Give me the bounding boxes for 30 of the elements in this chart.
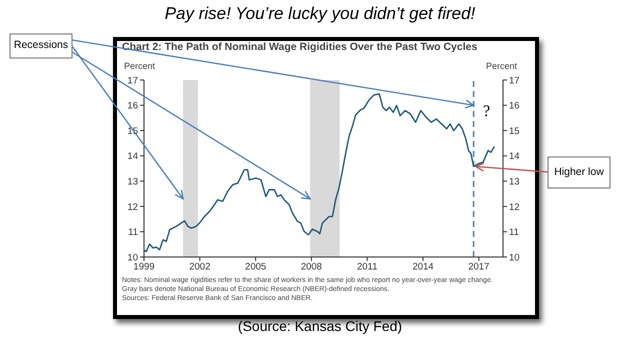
y-tick-label: 12 (127, 202, 138, 213)
text: (Source: Kansas City Fed) (236, 318, 404, 334)
y2-tick-label: 12 (509, 202, 520, 213)
x-tick-label: 2011 (356, 262, 378, 273)
y2-tick-label: 10 (509, 252, 520, 264)
y2-tick-label: 16 (509, 100, 520, 112)
annotation: ? (483, 103, 490, 121)
text: Recessions (12, 39, 70, 51)
y-tick-label: 14 (127, 151, 138, 162)
x-tick-label: 2017 (468, 262, 490, 273)
y-tick-label: 11 (128, 227, 138, 238)
y-tick-label: 17 (127, 75, 138, 86)
y2-tick-label: 17 (509, 75, 520, 86)
y2-tick-label: 11 (509, 227, 519, 238)
x-tick-label: 2002 (189, 262, 210, 273)
y2-axis-title: Percent (486, 61, 518, 71)
y-tick-label: 10 (127, 252, 138, 264)
y-axis-title: Percent (124, 61, 156, 71)
x-tick-label: 1999 (133, 262, 155, 273)
y-tick-label: 13 (127, 176, 138, 188)
y2-tick-label: 15 (509, 126, 520, 137)
y2-tick-label: 13 (509, 176, 520, 188)
annotation: Higher low (553, 166, 605, 178)
text: Pay rise! You’re lucky you didn’t get fired! (164, 4, 476, 24)
x-tick-label: 2014 (412, 262, 434, 273)
x-tick-label: 2008 (300, 262, 322, 273)
y2-tick-label: 14 (509, 151, 520, 162)
y-tick-label: 16 (127, 100, 138, 112)
x-tick-label: 2005 (245, 262, 266, 273)
line-series (144, 93, 496, 252)
